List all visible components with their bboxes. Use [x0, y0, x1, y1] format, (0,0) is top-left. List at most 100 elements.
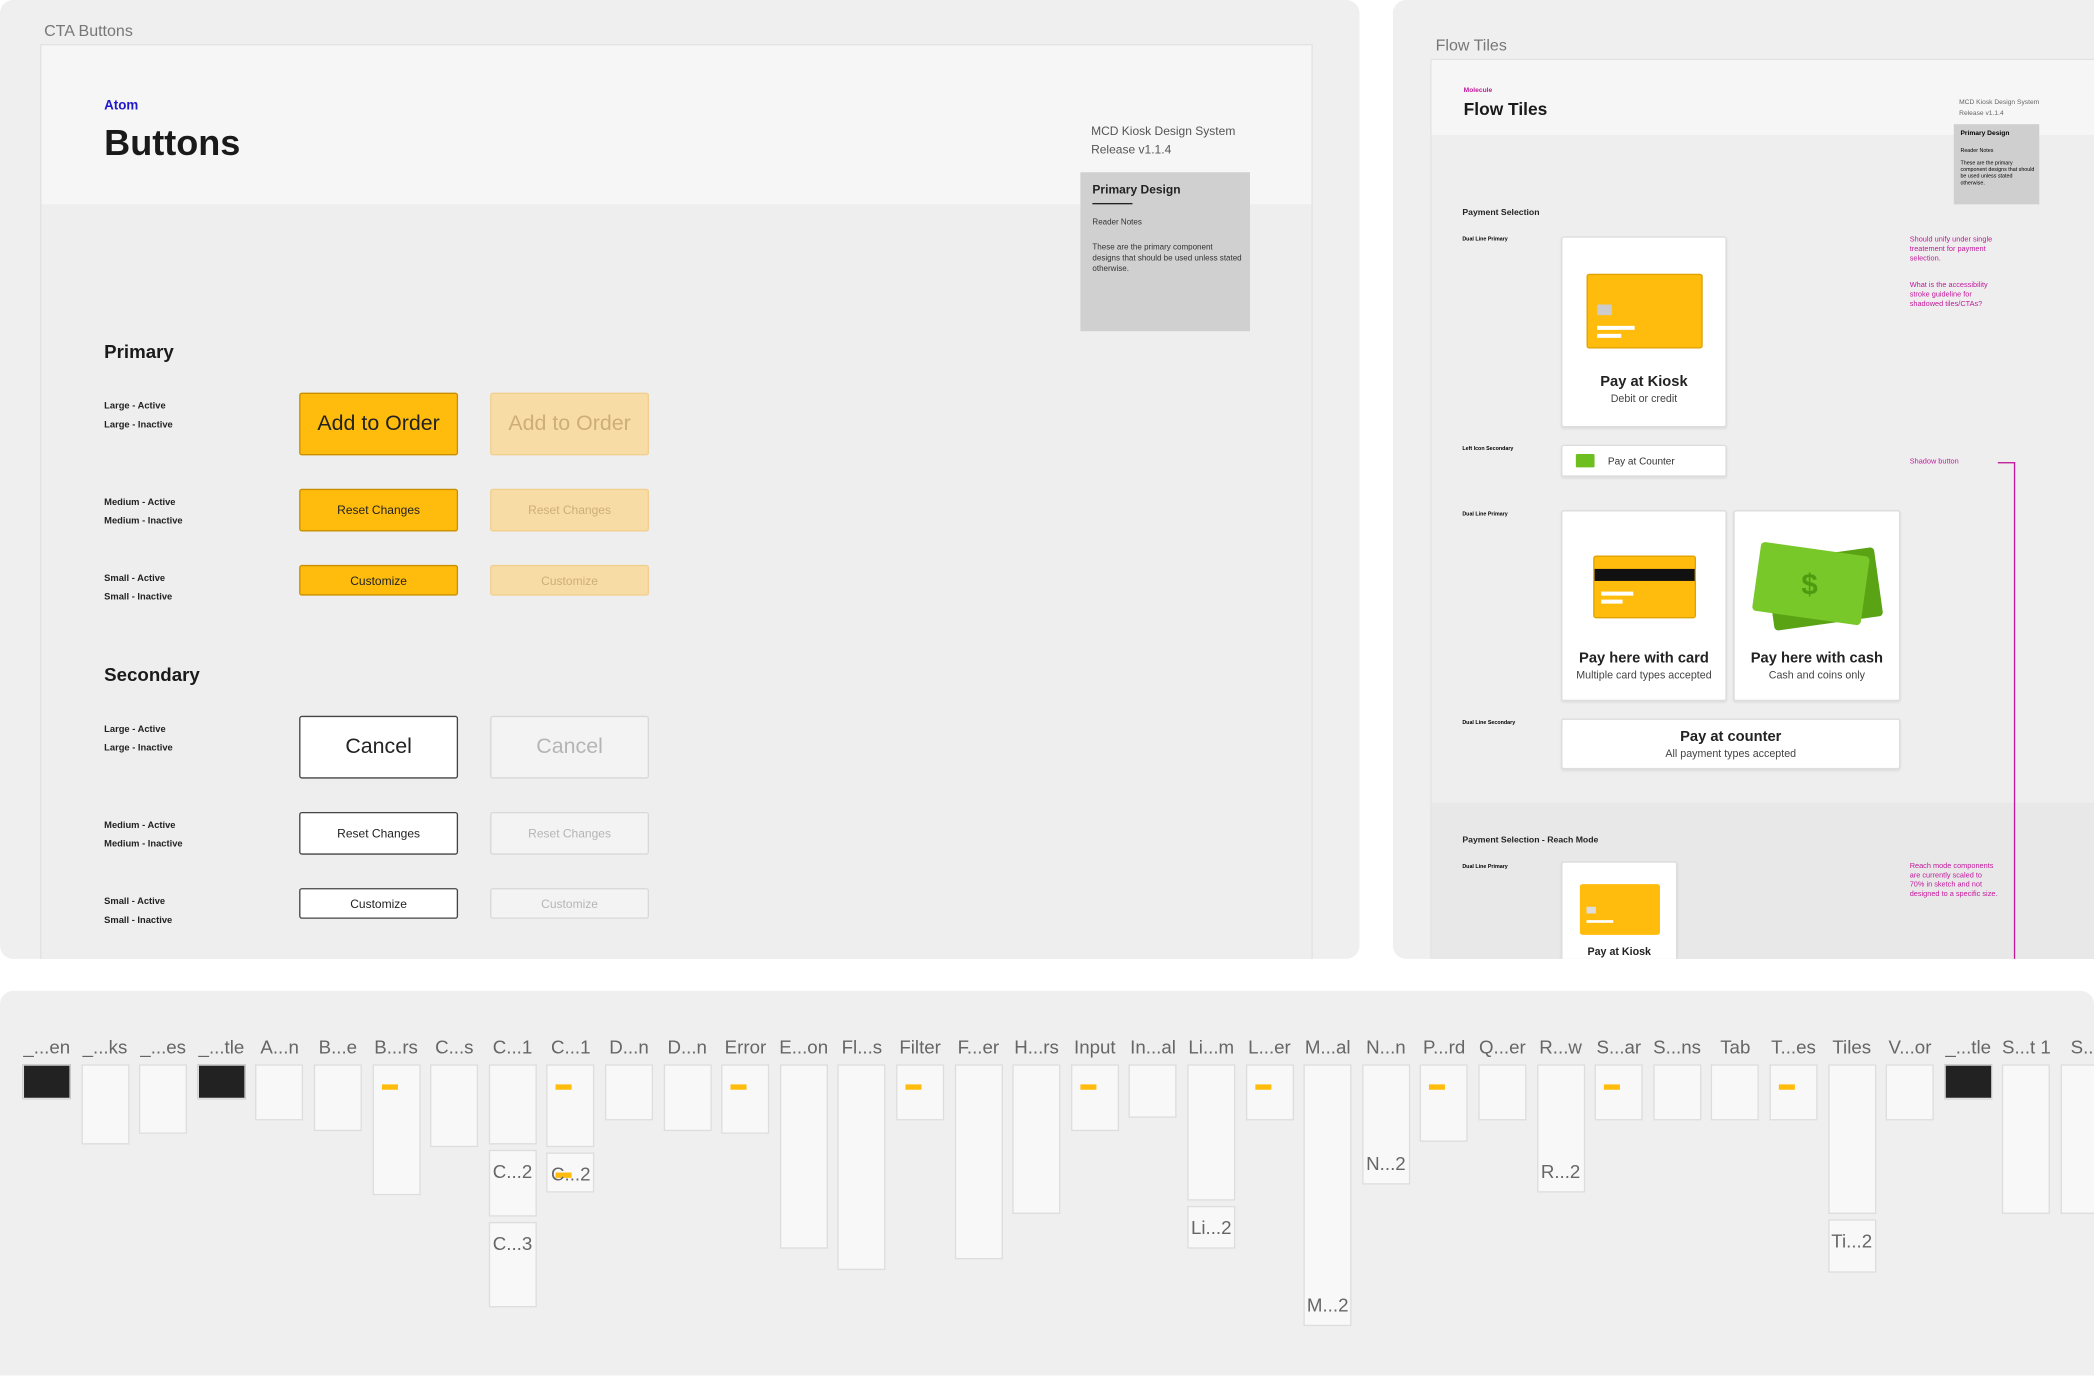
artboard-thumbnail: [2002, 1064, 2051, 1214]
artboard: Atom Buttons MCD Kiosk Design System Rel…: [40, 44, 1313, 959]
note-body: These are the primary component designs …: [1960, 158, 2035, 186]
artboard-thumbnail: [1012, 1064, 1061, 1214]
artboard-label: _...tle: [1945, 1036, 1992, 1058]
artboard: [1430, 58, 2094, 959]
button: Customize: [299, 888, 459, 919]
comment: Shadow button: [1909, 458, 1959, 467]
tile-title: Pay here with card: [1579, 650, 1709, 667]
button: Reset Changes: [299, 488, 459, 532]
artboard-label: H...rs: [1014, 1036, 1059, 1058]
artboard-thumbnail: [488, 1149, 537, 1217]
artboard-label: B...e: [318, 1036, 358, 1058]
artboard-header: [1431, 60, 2094, 135]
artboard-label: Fl...s: [841, 1036, 883, 1058]
artboard-label: Ti...2: [1831, 1229, 1873, 1252]
row-label: Medium - Inactive: [104, 840, 183, 850]
note: Primary Design Reader Notes These are th…: [1080, 172, 1250, 332]
line: [1597, 325, 1635, 330]
thumbnail-accent: [905, 1084, 922, 1090]
artboard-thumbnail: [1711, 1064, 1760, 1121]
thumbnail-accent: [1254, 1084, 1271, 1090]
artboard-label: In...al: [1130, 1036, 1176, 1058]
artboard-label: C...2: [551, 1163, 591, 1185]
tile-title: Pay here with cash: [1750, 650, 1884, 667]
tile-subtitle: Debit or credit: [1610, 392, 1678, 405]
note-title: Primary Design: [1092, 182, 1181, 197]
button: Cancel: [299, 715, 459, 779]
row-label: Small - Inactive: [104, 592, 173, 603]
artboard-thumbnail: [604, 1064, 654, 1121]
title: Buttons: [104, 122, 241, 163]
artboard-label: C...2: [492, 1160, 533, 1182]
artboard-thumbnail: [22, 1064, 71, 1100]
svg-text:$: $: [1801, 568, 1817, 601]
artboard-thumbnail: [1769, 1064, 1818, 1121]
artboard-label: M...2: [1306, 1294, 1349, 1316]
row-label: Dual Line Primary: [1462, 510, 1508, 517]
artboard-label: _...tle: [198, 1036, 245, 1058]
artboard-label: _...ks: [82, 1036, 128, 1058]
line: [1601, 599, 1623, 604]
artboard-label: Q...er: [1479, 1036, 1526, 1058]
button-inactive: Customize: [490, 564, 650, 596]
comment: Should unify under single treatement for…: [1909, 236, 1993, 264]
artboard-label: F...er: [957, 1036, 1000, 1058]
note-subtitle: Reader Notes: [1092, 219, 1142, 228]
row-label: Left Icon Secondary: [1462, 444, 1514, 452]
row-label: Large - Active: [104, 401, 166, 412]
artboard-label: N...n: [1366, 1036, 1406, 1058]
artboard-label: _...es: [140, 1036, 187, 1058]
system: MCD Kiosk Design System: [1091, 124, 1236, 138]
row-label: Small - Active: [104, 574, 166, 584]
card-icon: [1593, 555, 1697, 619]
artboard-thumbnail: [1361, 1064, 1410, 1185]
artboard-thumbnail: [1653, 1064, 1702, 1121]
reach-area: [1431, 802, 2094, 959]
button-inactive: Reset Changes: [490, 488, 650, 532]
button: Customize: [299, 564, 459, 596]
chip: [1586, 906, 1596, 914]
connector: [2013, 462, 2016, 959]
artboard-thumbnail: [721, 1064, 770, 1134]
release: Release v1.1.4: [1091, 142, 1172, 157]
artboard-thumbnail: [1187, 1064, 1236, 1201]
button-text: Pay at Counter: [1607, 455, 1675, 468]
artboard-label: D...n: [609, 1036, 649, 1058]
button-inactive: Reset Changes: [490, 811, 650, 855]
artboard-thumbnail: [896, 1064, 945, 1121]
tile-title: Pay at counter: [1680, 729, 1782, 746]
artboard-label: R...w: [1539, 1036, 1582, 1058]
note-subtitle: Reader Notes: [1960, 146, 1994, 154]
artboard-thumbnail: [779, 1064, 828, 1249]
kind: Atom: [104, 98, 139, 114]
note-body: These are the primary component designs …: [1092, 244, 1242, 274]
counter-button: Pay at Counter: [1561, 444, 1727, 477]
row-label: Medium - Inactive: [104, 516, 183, 527]
section-title: Payment Selection - Reach Mode: [1462, 835, 1599, 846]
row-label: Dual Line Secondary: [1462, 718, 1516, 726]
artboard-thumbnail: [488, 1064, 537, 1145]
artboard-thumbnail: [1303, 1064, 1352, 1327]
comment: What is the accessibility stroke guideli…: [1909, 281, 1988, 309]
thumbnail-accent: [1080, 1084, 1097, 1090]
row-label: Large - Inactive: [104, 743, 173, 754]
tile-subtitle: Cash and coins only: [1768, 669, 1865, 682]
artboard-thumbnail: [1420, 1064, 1469, 1142]
tile-title: Pay at Kiosk: [1587, 945, 1652, 958]
chip: [1597, 304, 1612, 316]
kind: Molecule: [1463, 86, 1493, 95]
artboard-thumbnail: [1885, 1064, 1934, 1121]
artboard-thumbnail: [837, 1064, 886, 1271]
artboard-label: A...n: [260, 1036, 299, 1058]
row-label: Dual Line Primary: [1462, 862, 1508, 870]
tile-subtitle: All payment types accepted: [1665, 747, 1797, 760]
line: [1586, 920, 1614, 923]
artboard-thumbnail: [488, 1221, 537, 1308]
reach-tile: Pay at Kiosk: [1561, 861, 1678, 959]
artboard-thumbnail: [197, 1064, 246, 1100]
counter-tile: Pay at counter All payment types accepte…: [1561, 718, 1901, 770]
artboard-thumbnail: [1245, 1064, 1294, 1121]
artboard-thumbnail: [1827, 1219, 1876, 1273]
artboard-thumbnail: [954, 1064, 1003, 1260]
